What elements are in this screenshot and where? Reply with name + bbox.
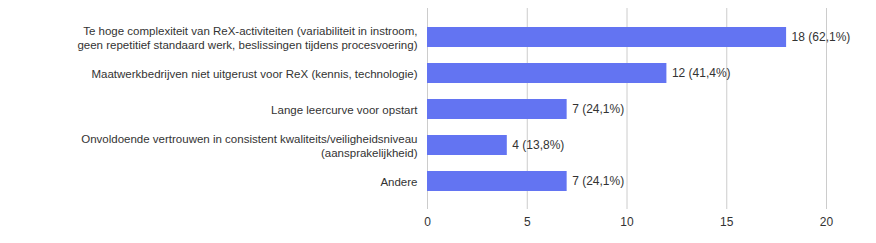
- svg-text:5: 5: [524, 215, 531, 229]
- svg-text:Maatwerkbedrijven niet uitgeru: Maatwerkbedrijven niet uitgerust voor Re…: [92, 68, 418, 80]
- svg-text:0: 0: [424, 215, 431, 229]
- svg-text:18 (62,1%): 18 (62,1%): [792, 30, 851, 44]
- svg-text:Onvoldoende vertrouwen in cons: Onvoldoende vertrouwen in consistent kwa…: [81, 133, 417, 159]
- svg-text:10: 10: [620, 215, 634, 229]
- svg-text:7 (24,1%): 7 (24,1%): [572, 174, 624, 188]
- svg-text:Andere: Andere: [380, 176, 417, 188]
- svg-text:Lange leercurve voor opstart: Lange leercurve voor opstart: [271, 104, 418, 116]
- svg-text:12 (41,4%): 12 (41,4%): [672, 66, 731, 80]
- svg-text:Te hoge complexiteit van ReX-a: Te hoge complexiteit van ReX-activiteite…: [77, 25, 417, 51]
- svg-text:20: 20: [820, 215, 834, 229]
- svg-text:7 (24,1%): 7 (24,1%): [572, 102, 624, 116]
- svg-text:15: 15: [720, 215, 734, 229]
- svg-text:4 (13,8%): 4 (13,8%): [512, 138, 564, 152]
